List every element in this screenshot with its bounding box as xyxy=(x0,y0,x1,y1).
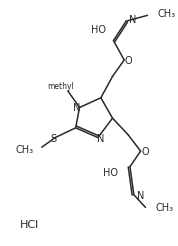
Text: N: N xyxy=(137,191,144,201)
Text: HCl: HCl xyxy=(19,220,39,230)
Text: N: N xyxy=(97,134,104,143)
Text: N: N xyxy=(129,15,136,25)
Text: CH₃: CH₃ xyxy=(157,9,175,19)
Text: HO: HO xyxy=(103,169,118,178)
Text: HO: HO xyxy=(91,25,106,35)
Text: S: S xyxy=(50,134,56,143)
Text: N: N xyxy=(73,104,80,113)
Text: CH₃: CH₃ xyxy=(155,203,173,213)
Text: O: O xyxy=(142,147,149,157)
Text: CH₃: CH₃ xyxy=(16,145,34,155)
Text: O: O xyxy=(124,56,132,66)
Text: methyl: methyl xyxy=(47,82,74,91)
